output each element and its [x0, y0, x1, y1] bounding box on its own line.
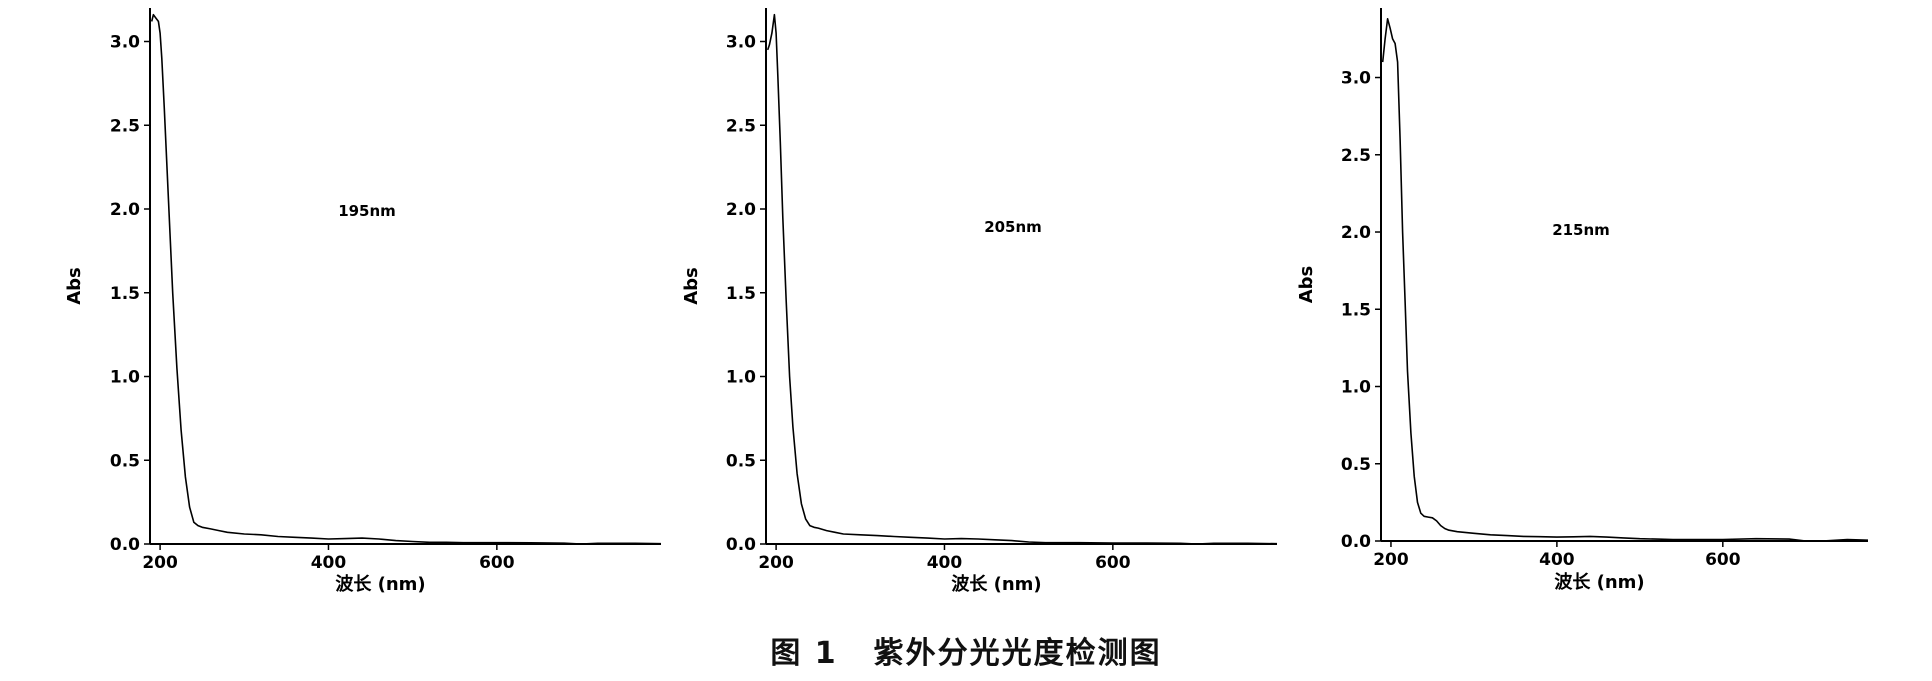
- y-tick-label: 1.5: [1341, 300, 1371, 320]
- peak-annotation: 195nm: [338, 202, 396, 220]
- y-axis-label: Abs: [64, 267, 85, 305]
- y-tick-label: 2.5: [110, 116, 140, 136]
- y-tick-label: 2.0: [110, 200, 140, 220]
- figure-caption: 图 1 紫外分光光度检测图: [0, 628, 1932, 672]
- x-tick-label: 400: [1539, 550, 1575, 570]
- x-tick-label: 600: [479, 553, 515, 573]
- y-tick-label: 0.0: [1341, 532, 1371, 552]
- y-tick-label: 3.0: [110, 33, 140, 53]
- y-tick-label: 3.0: [1341, 69, 1371, 89]
- y-tick-label: 0.0: [110, 535, 140, 555]
- y-tick-label: 2.5: [726, 116, 756, 136]
- y-tick-label: 0.5: [1341, 455, 1371, 475]
- figure-number: 图 1: [770, 636, 838, 671]
- y-tick-label: 1.0: [1341, 378, 1371, 398]
- y-tick-label: 1.0: [726, 368, 756, 388]
- x-tick-label: 200: [758, 553, 794, 573]
- y-tick-label: 0.5: [726, 451, 756, 471]
- chart-panel-1: 0.0 0.5 1.0 1.5 2.0 2.5 3.0 200 400 600 波长 (nm) Abs…: [64, 8, 662, 595]
- y-tick-label: 1.5: [726, 284, 756, 304]
- y-axis-label: Abs: [681, 267, 702, 305]
- y-tick-label: 2.5: [1341, 146, 1371, 166]
- x-tick-label: 200: [142, 553, 178, 573]
- y-tick-label: 3.0: [726, 33, 756, 53]
- peak-annotation: 215nm: [1552, 221, 1610, 239]
- x-axis-label: 波长 (nm): [335, 573, 425, 595]
- x-tick-label: 400: [927, 553, 963, 573]
- peak-annotation: 205nm: [984, 218, 1042, 236]
- chart-panel-2: 0.0 0.5 1.0 1.5 2.0 2.5 3.0 200 400 600 波长 (nm) Abs…: [681, 8, 1278, 595]
- uv-spectra-figure: 0.0 0.5 1.0 1.5 2.0 2.5 3.0 200 400 600 波长 (nm) Abs…: [64, 8, 1869, 595]
- y-tick-label: 2.0: [1341, 223, 1371, 243]
- x-axis-label: 波长 (nm): [951, 573, 1041, 595]
- y-tick-label: 0.5: [110, 451, 140, 471]
- y-tick-label: 1.5: [110, 284, 140, 304]
- y-tick-label: 2.0: [726, 200, 756, 220]
- x-tick-label: 400: [311, 553, 347, 573]
- x-tick-label: 200: [1373, 550, 1409, 570]
- x-tick-label: 600: [1095, 553, 1131, 573]
- y-axis-label: Abs: [1296, 266, 1317, 304]
- x-tick-label: 600: [1705, 550, 1741, 570]
- absorbance-line: [1381, 17, 1869, 542]
- figure-title: 紫外分光光度检测图: [873, 636, 1162, 671]
- absorbance-line: [766, 13, 1278, 545]
- y-tick-label: 0.0: [726, 535, 756, 555]
- y-tick-label: 1.0: [110, 368, 140, 388]
- chart-panel-3: 0.0 0.5 1.0 1.5 2.0 2.5 3.0 200 400 600 波长 (nm) Abs…: [1296, 8, 1869, 593]
- absorbance-line: [150, 13, 662, 545]
- x-axis-label: 波长 (nm): [1554, 571, 1644, 593]
